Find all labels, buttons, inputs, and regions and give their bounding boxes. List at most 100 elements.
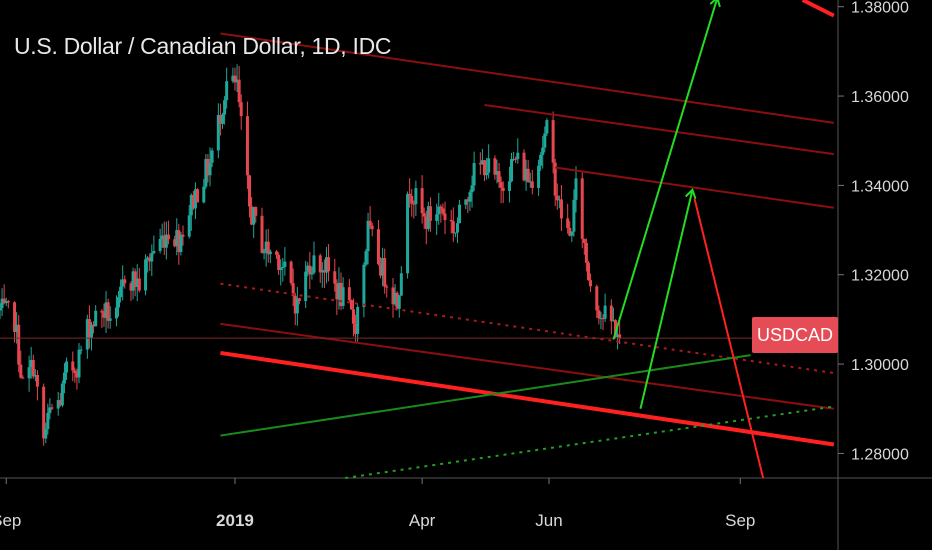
candle — [322, 259, 326, 288]
candle-body — [341, 287, 345, 306]
candle-body — [601, 318, 605, 320]
candle — [173, 235, 177, 248]
candle-body — [202, 186, 206, 203]
candle — [478, 152, 482, 175]
candle — [426, 201, 430, 232]
projection-arrow — [639, 188, 697, 409]
candle — [618, 322, 622, 345]
candle-body — [71, 361, 75, 371]
candle-body — [21, 377, 25, 379]
x-tick-label: Jun — [535, 511, 562, 530]
candle-body — [410, 195, 414, 204]
candle — [31, 354, 35, 379]
candle-body — [77, 349, 81, 378]
candle-body — [58, 400, 62, 406]
candle — [187, 205, 191, 239]
candle-body — [449, 219, 453, 222]
candle — [574, 166, 578, 213]
candle — [56, 391, 60, 416]
candle-body — [31, 360, 35, 377]
candle — [0, 288, 4, 317]
candle-body — [451, 221, 455, 234]
support-line — [220, 350, 835, 447]
candle — [75, 368, 79, 390]
candle — [570, 231, 574, 243]
candle-body — [162, 235, 166, 248]
candle — [248, 174, 252, 218]
candle — [320, 262, 324, 288]
candle-body — [428, 206, 432, 221]
candle — [33, 369, 37, 382]
candle-body — [310, 272, 314, 275]
candle-body — [266, 241, 270, 255]
candle-body — [223, 100, 227, 115]
candle — [89, 321, 93, 351]
candle — [495, 159, 499, 184]
candle — [308, 251, 312, 290]
candle — [177, 223, 181, 265]
candle — [158, 228, 162, 254]
dotted-trend-line — [345, 405, 834, 479]
candle-body — [44, 429, 48, 439]
candle — [254, 206, 258, 223]
candle — [395, 291, 399, 311]
candle-body — [435, 214, 439, 221]
candle-body — [42, 386, 46, 439]
candle-body — [551, 120, 555, 163]
chart-title: U.S. Dollar / Canadian Dollar, 1D, IDC — [14, 33, 392, 59]
candle — [175, 218, 179, 256]
candle — [510, 152, 514, 183]
candle — [181, 225, 185, 246]
candle — [422, 207, 426, 229]
candles — [0, 64, 622, 446]
candle-body — [483, 160, 487, 176]
candle — [318, 253, 322, 283]
candle — [335, 279, 339, 315]
candle-body — [439, 206, 443, 209]
candle — [283, 247, 287, 276]
candle-body — [366, 220, 370, 252]
candle-body — [121, 279, 125, 287]
candle-body — [566, 218, 570, 228]
candle-body — [73, 370, 77, 374]
candle — [210, 147, 214, 168]
candle-body — [499, 182, 503, 188]
candle-body — [235, 79, 239, 83]
candle — [208, 147, 212, 187]
candle-body — [453, 232, 457, 234]
candle-body — [412, 203, 416, 205]
candle — [100, 309, 104, 329]
candle — [337, 267, 341, 310]
candle-body — [2, 298, 6, 304]
candle — [293, 292, 297, 326]
candle — [260, 207, 264, 254]
candle — [231, 67, 235, 84]
candle — [220, 112, 224, 129]
candle-body — [15, 324, 19, 333]
candle-body — [356, 306, 360, 334]
candle-body — [470, 185, 474, 193]
candle — [437, 192, 441, 225]
candle-body — [318, 255, 322, 273]
candle-body — [424, 216, 428, 229]
candle-body — [599, 318, 603, 320]
projection-line — [693, 198, 765, 479]
candle — [327, 244, 331, 282]
candle-body — [27, 367, 31, 379]
candle — [104, 291, 108, 333]
candle-body — [237, 79, 241, 103]
candle — [310, 266, 314, 280]
candle-body — [144, 259, 148, 291]
candle-body — [383, 258, 387, 287]
candle-body — [196, 189, 200, 203]
candle — [351, 298, 355, 337]
candle — [233, 67, 237, 91]
drawings — [0, 0, 835, 479]
candle — [364, 248, 368, 267]
candle-body — [239, 102, 243, 117]
candle — [235, 64, 239, 93]
candle-body — [543, 133, 547, 148]
candle — [557, 195, 561, 209]
candle — [62, 363, 66, 394]
candle — [566, 203, 570, 234]
